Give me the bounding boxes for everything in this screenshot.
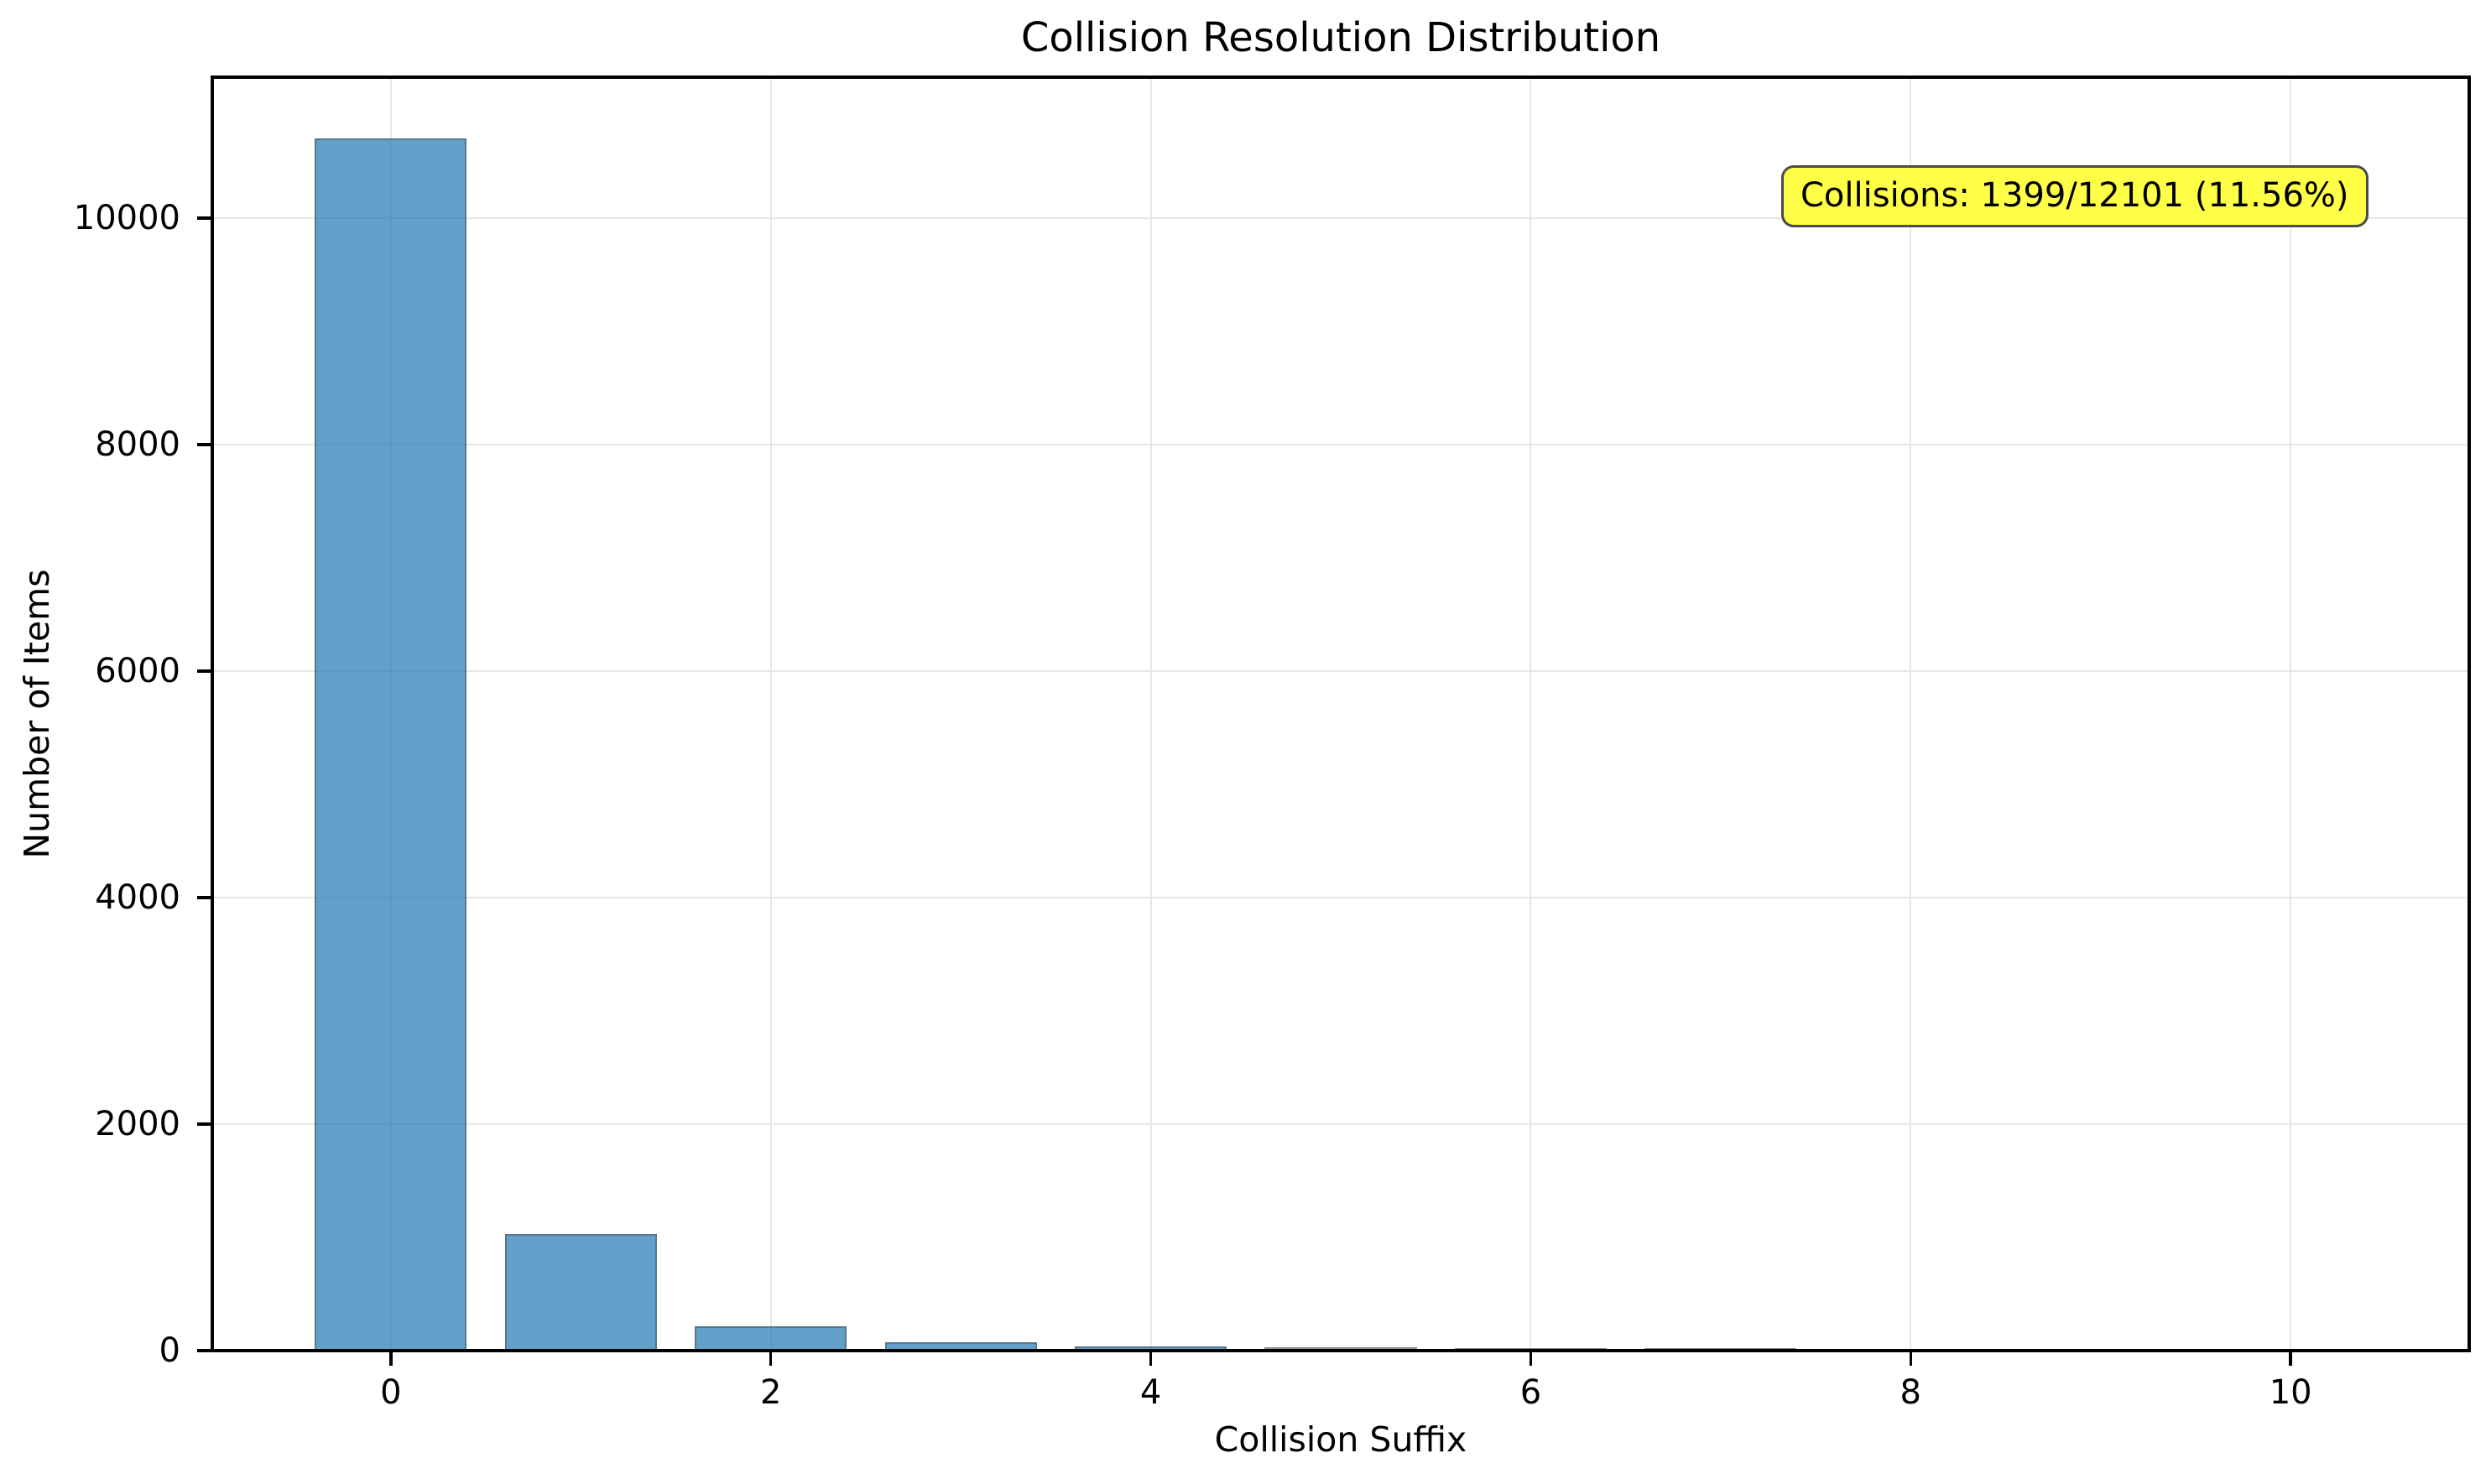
x-tick-label: 0 [380, 1373, 402, 1412]
y-tick [197, 669, 211, 673]
bar-x2 [695, 1325, 847, 1352]
y-tick-label: 10000 [73, 198, 180, 237]
x-tick [2289, 1352, 2292, 1366]
x-tick [389, 1352, 393, 1366]
annotation-text: Collisions: 1399/12101 (11.56%) [1801, 176, 2349, 215]
y-tick [197, 896, 211, 899]
x-tick-label: 10 [2269, 1373, 2312, 1412]
plot-area [211, 76, 2471, 1352]
v-gridline [1910, 79, 1912, 1349]
bar-x1 [504, 1233, 657, 1352]
x-tick [1149, 1352, 1153, 1366]
bar-x0 [315, 138, 467, 1352]
x-tick-label: 4 [1139, 1373, 1162, 1412]
y-tick [197, 1122, 211, 1126]
h-gridline [214, 1122, 2468, 1125]
v-gridline [769, 79, 772, 1349]
y-tick-label: 6000 [95, 651, 180, 690]
v-gridline [2290, 79, 2292, 1349]
x-tick [769, 1352, 773, 1366]
x-tick-label: 8 [1900, 1373, 1921, 1412]
y-tick-label: 4000 [95, 877, 180, 917]
h-gridline [214, 669, 2468, 672]
x-tick [1529, 1352, 1533, 1366]
h-gridline [214, 443, 2468, 445]
y-tick-label: 2000 [95, 1104, 180, 1143]
y-tick-label: 8000 [95, 424, 180, 464]
x-tick-label: 6 [1519, 1373, 1542, 1412]
y-tick [197, 216, 211, 220]
v-gridline [1530, 79, 1532, 1349]
v-gridline [1149, 79, 1152, 1349]
x-axis-label: Collision Suffix [1214, 1419, 1467, 1460]
y-axis-label: Number of Items [17, 569, 57, 859]
y-tick-label: 0 [159, 1331, 180, 1370]
h-gridline [214, 216, 2468, 219]
y-tick [197, 1349, 211, 1352]
y-tick [197, 443, 211, 446]
x-tick-label: 2 [759, 1373, 782, 1412]
chart-title: Collision Resolution Distribution [1020, 14, 1661, 61]
annotation-box: Collisions: 1399/12101 (11.56%) [1781, 165, 2369, 227]
h-gridline [214, 896, 2468, 898]
x-tick [1909, 1352, 1913, 1366]
